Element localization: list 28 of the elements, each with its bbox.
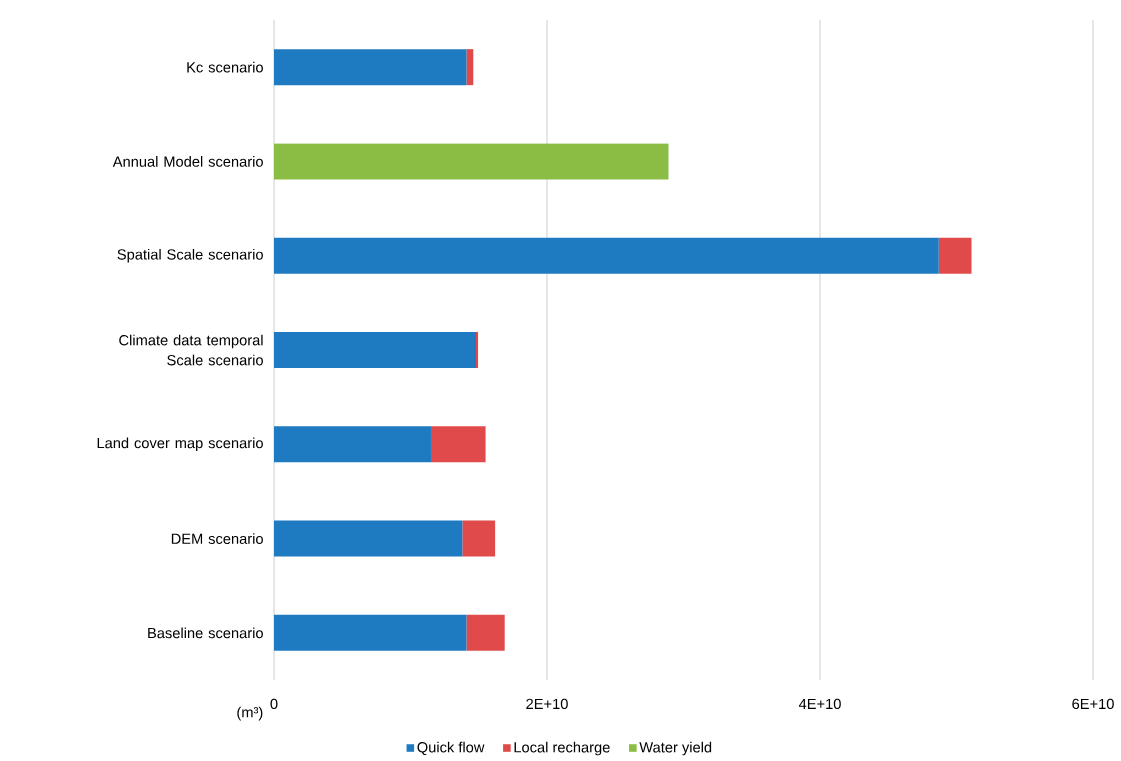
bar [274,143,669,180]
bar [274,237,939,274]
bar [938,237,972,274]
bar [476,332,479,369]
bar [466,49,474,86]
y-tick-label: DEM scenario [171,533,263,544]
bar [274,520,463,557]
bar [274,332,477,369]
y-tick-label: Land cover map scenario [97,437,263,452]
x-tick-label: 2E+10 [526,698,568,710]
bar [430,426,486,463]
x-tick-label: 0 [270,698,278,710]
x-axis-title: (m³) [237,706,263,721]
x-tick-label: 6E+10 [1072,698,1114,710]
bar [274,49,467,86]
y-tick-label: Kc scenario [187,61,263,73]
y-tick-label: Climate data temporal Scale scenario [119,334,263,366]
y-tick-label: Spatial Scale scenario [117,248,263,263]
legend-label: Quick flow [417,741,485,756]
bar [462,520,496,557]
y-tick-label: Baseline scenario [148,627,263,639]
bar [274,614,467,651]
bar [274,426,431,463]
legend-label: Water yield [639,741,712,756]
x-tick-label: 4E+10 [798,698,841,710]
legend-label: Local recharge [514,741,610,756]
y-tick-label: Annual Model scenario [112,156,263,167]
bar [466,614,505,651]
